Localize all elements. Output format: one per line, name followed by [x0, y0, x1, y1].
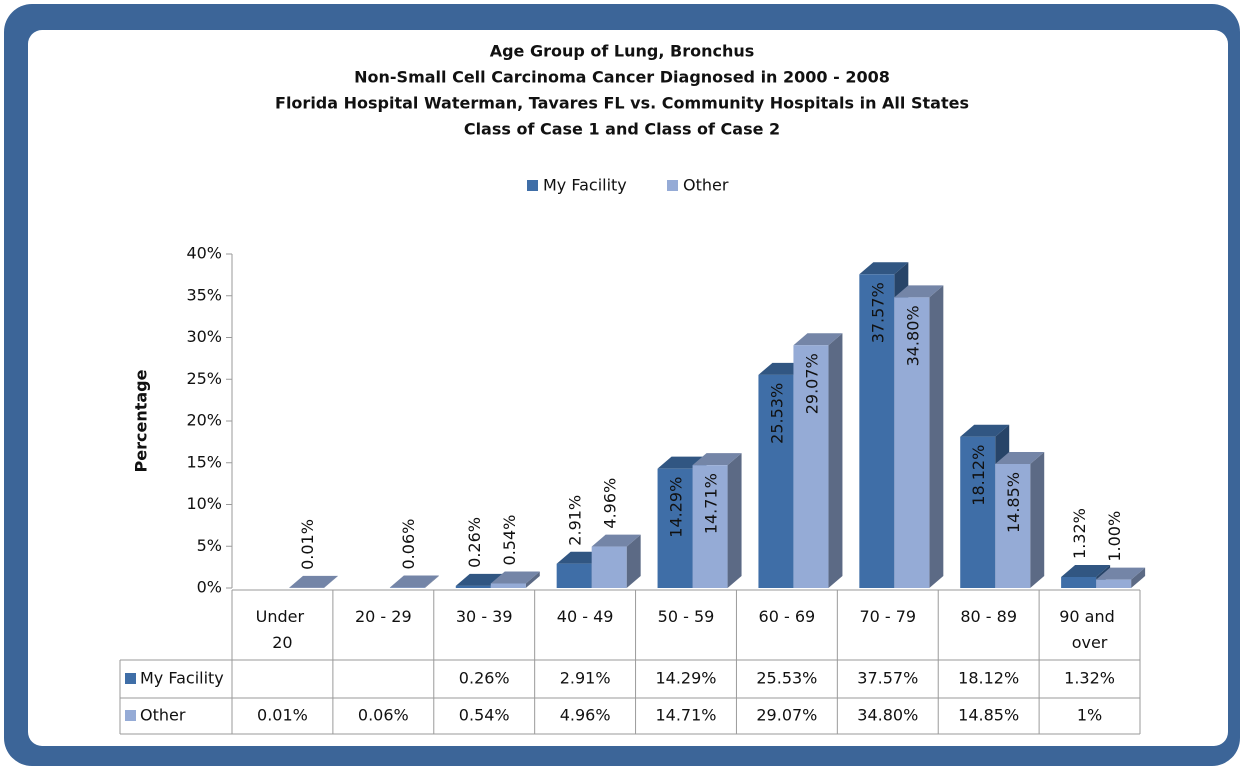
data-label: 18.12% — [969, 445, 988, 506]
bar — [592, 535, 641, 588]
legend-swatch — [527, 180, 538, 191]
bar-side — [728, 453, 742, 588]
y-tick-label: 15% — [186, 452, 222, 471]
chart-title: Age Group of Lung, Bronchus — [490, 42, 755, 61]
data-label: 0.26% — [465, 517, 484, 568]
table-cell: 14.71% — [655, 706, 716, 725]
y-tick-label: 20% — [186, 411, 222, 430]
legend-swatch — [667, 180, 678, 191]
table-cell: 4.96% — [560, 706, 611, 725]
table-cell: 0.01% — [257, 706, 308, 725]
y-tick-label: 30% — [186, 327, 222, 346]
bar-side — [1030, 452, 1044, 588]
bar-front — [557, 564, 592, 588]
table-cell: 0.54% — [459, 706, 510, 725]
data-label: 29.07% — [802, 353, 821, 414]
data-label: 14.29% — [667, 477, 686, 538]
chart-title: Florida Hospital Waterman, Tavares FL vs… — [275, 94, 969, 113]
data-label: 2.91% — [566, 495, 585, 546]
bar-front — [390, 587, 425, 588]
table-key — [125, 710, 136, 721]
bar-front — [1061, 577, 1096, 588]
table-cell: 2.91% — [560, 669, 611, 688]
x-tick-label: 70 - 79 — [859, 607, 916, 626]
bar-front — [456, 586, 491, 588]
data-label: 0.06% — [399, 519, 418, 570]
x-tick-label: 80 - 89 — [960, 607, 1017, 626]
table-cell: 0.26% — [459, 669, 510, 688]
data-label: 34.80% — [903, 305, 922, 366]
x-tick-label: 50 - 59 — [658, 607, 715, 626]
y-tick-label: 0% — [197, 578, 222, 597]
x-tick-label: 30 - 39 — [456, 607, 513, 626]
bar-front — [592, 547, 627, 588]
bar-front — [491, 583, 526, 588]
table-cell: 1% — [1077, 706, 1102, 725]
y-axis-label: Percentage — [132, 369, 151, 472]
data-label: 14.85% — [1004, 472, 1023, 533]
table-cell: 14.29% — [655, 669, 716, 688]
data-label: 1.32% — [1070, 508, 1089, 559]
data-label: 1.00% — [1105, 511, 1124, 562]
table-cell: 25.53% — [756, 669, 817, 688]
data-label: 4.96% — [601, 478, 620, 529]
data-label: 14.71% — [702, 473, 721, 534]
table-cell: 29.07% — [756, 706, 817, 725]
chart-title: Class of Case 1 and Class of Case 2 — [464, 120, 780, 139]
data-label: 0.54% — [500, 515, 519, 566]
table-cell: 37.57% — [857, 669, 918, 688]
data-label: 0.01% — [298, 519, 317, 570]
legend-label: Other — [683, 176, 729, 195]
x-tick-label: 60 - 69 — [759, 607, 816, 626]
table-cell: 1.32% — [1064, 669, 1115, 688]
bar-front — [1096, 580, 1131, 588]
y-tick-label: 25% — [186, 369, 222, 388]
y-tick-label: 5% — [197, 536, 222, 555]
bar-side — [828, 333, 842, 588]
table-cell: 14.85% — [958, 706, 1019, 725]
legend-label: My Facility — [543, 176, 627, 195]
y-tick-label: 10% — [186, 494, 222, 513]
y-tick-label: 35% — [186, 285, 222, 304]
chart-title: Non-Small Cell Carcinoma Cancer Diagnose… — [354, 68, 890, 87]
table-cell: 18.12% — [958, 669, 1019, 688]
table-cell: 0.06% — [358, 706, 409, 725]
table-key — [125, 673, 136, 684]
table-row-label: My Facility — [140, 669, 224, 688]
data-label: 37.57% — [868, 282, 887, 343]
x-tick-label: 40 - 49 — [557, 607, 614, 626]
y-tick-label: 40% — [186, 244, 222, 263]
x-tick-label: 20 - 29 — [355, 607, 412, 626]
table-row-label: Other — [140, 706, 186, 725]
table-cell: 34.80% — [857, 706, 918, 725]
data-label: 25.53% — [767, 383, 786, 444]
bar-side — [929, 285, 943, 588]
